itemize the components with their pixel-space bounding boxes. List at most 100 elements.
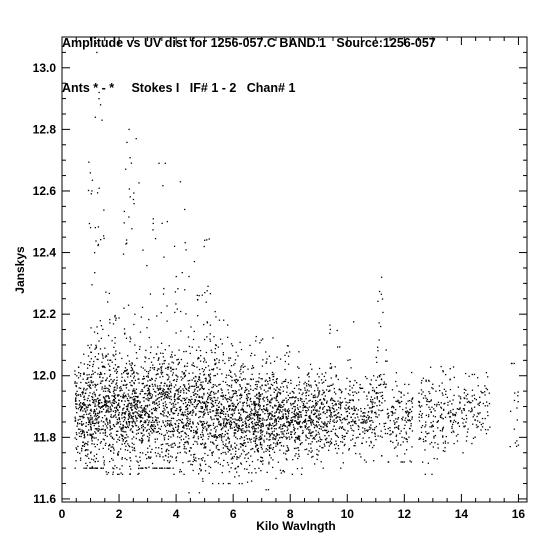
data-point (338, 403, 340, 405)
data-point (112, 446, 114, 448)
data-point (112, 410, 115, 412)
data-point (146, 370, 148, 373)
data-point (392, 412, 394, 414)
data-point (294, 413, 296, 415)
data-point (220, 408, 222, 411)
data-point (101, 428, 103, 430)
data-point (164, 359, 166, 362)
data-point (408, 427, 411, 430)
data-point (365, 441, 368, 443)
x-tick-label: 12 (398, 507, 412, 521)
data-point (189, 420, 191, 423)
data-point (154, 427, 156, 430)
data-point (287, 417, 289, 420)
data-point (139, 331, 142, 333)
data-point (132, 431, 134, 434)
data-point (313, 407, 316, 409)
data-point (293, 405, 295, 408)
data-point (242, 408, 245, 411)
data-point (104, 423, 106, 425)
data-point (268, 425, 270, 427)
data-point (146, 327, 148, 329)
data-point (229, 357, 232, 359)
data-point (207, 395, 210, 398)
data-point (91, 398, 94, 401)
data-point (100, 337, 102, 339)
data-point (214, 310, 216, 313)
data-point (98, 403, 100, 405)
data-point (268, 428, 270, 430)
data-point (364, 376, 367, 378)
data-point (406, 410, 408, 412)
data-point (116, 376, 118, 379)
data-point (261, 423, 263, 425)
data-point (300, 415, 302, 417)
data-point (210, 424, 212, 427)
data-point (83, 403, 85, 405)
data-point (480, 429, 482, 431)
data-point (452, 399, 454, 401)
data-point (96, 326, 98, 328)
data-point (196, 430, 198, 432)
data-point (133, 401, 136, 403)
data-point (240, 366, 242, 368)
data-point (323, 411, 325, 413)
data-point (352, 391, 354, 393)
data-point (310, 393, 313, 395)
data-point (105, 403, 108, 405)
data-point (136, 372, 138, 374)
data-point (117, 409, 119, 412)
data-point (182, 462, 184, 464)
data-point (398, 425, 400, 427)
data-point (517, 391, 519, 393)
data-point (109, 426, 112, 428)
data-point (121, 458, 123, 460)
data-point (118, 402, 120, 404)
data-point (455, 421, 457, 423)
data-point (261, 438, 263, 440)
data-point (244, 457, 246, 459)
data-point (163, 407, 165, 410)
data-point (203, 410, 205, 413)
data-point (439, 416, 442, 419)
data-point (97, 417, 99, 419)
data-point (337, 378, 339, 381)
data-point (463, 425, 465, 428)
data-point (222, 354, 225, 356)
data-point (216, 399, 218, 401)
data-point (157, 346, 159, 348)
data-point (135, 455, 137, 457)
data-point (180, 430, 182, 433)
data-point (331, 384, 333, 387)
data-point (227, 436, 229, 438)
data-point (288, 436, 290, 438)
data-point (230, 424, 232, 426)
data-point (137, 373, 139, 375)
data-point (403, 461, 405, 463)
data-point (210, 349, 212, 352)
data-point (116, 409, 119, 411)
data-point (386, 408, 389, 410)
data-point (111, 437, 114, 439)
data-point (93, 412, 95, 414)
data-point (209, 408, 211, 411)
data-point (320, 379, 323, 381)
data-point (166, 385, 168, 387)
data-point (99, 373, 101, 376)
data-point (387, 417, 389, 419)
data-point (181, 413, 183, 415)
data-point (121, 414, 123, 416)
data-point (308, 394, 310, 397)
data-point (249, 411, 252, 413)
data-point (307, 453, 309, 455)
data-point (310, 422, 312, 424)
data-point (345, 388, 347, 390)
data-point (141, 306, 144, 309)
data-point (254, 440, 257, 443)
data-point (221, 392, 223, 394)
data-point (277, 391, 279, 393)
data-point (100, 380, 102, 382)
data-point (420, 382, 423, 384)
data-point (261, 409, 263, 411)
data-point (127, 304, 130, 306)
